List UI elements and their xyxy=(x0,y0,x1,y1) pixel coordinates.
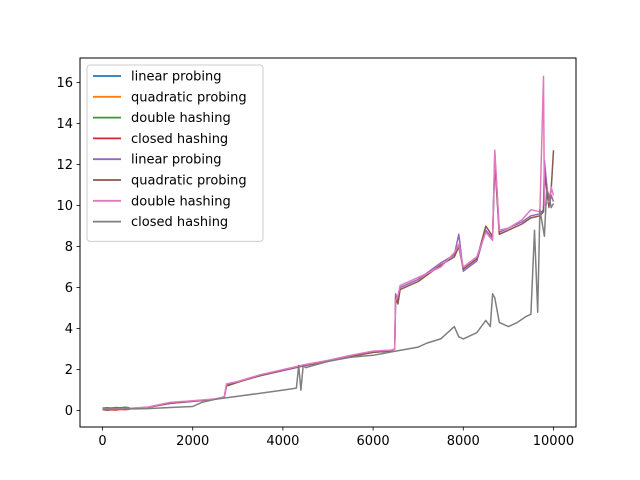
legend-label-4: closed hashing xyxy=(131,132,228,147)
y-axis: 0 2 4 6 8 10 12 14 16 xyxy=(56,76,80,419)
legend-label-8: closed hashing xyxy=(131,215,228,230)
y-tick-label: 16 xyxy=(56,76,73,91)
y-tick-label: 4 xyxy=(65,322,73,337)
y-tick-label: 10 xyxy=(56,199,73,214)
series-line-3 xyxy=(102,406,130,409)
x-axis: 0 2000 4000 6000 8000 10000 xyxy=(98,427,574,449)
y-tick-label: 8 xyxy=(65,240,73,255)
y-tick-label: 14 xyxy=(56,117,73,132)
series-line-7 xyxy=(102,75,555,410)
y-tick-label: 6 xyxy=(65,281,73,296)
x-tick-label: 2000 xyxy=(176,434,209,449)
x-tick-label: 10000 xyxy=(533,434,574,449)
y-tick-label: 12 xyxy=(56,158,73,173)
legend-label-3: double hashing xyxy=(131,111,231,126)
x-tick-label: 0 xyxy=(98,434,106,449)
legend-box xyxy=(86,64,264,242)
legend-label-1: linear probing xyxy=(131,70,222,85)
y-tick-label: 0 xyxy=(65,404,73,419)
legend-label-5: linear probing xyxy=(131,153,222,168)
series-layer xyxy=(102,75,555,411)
series-line-8 xyxy=(102,188,555,411)
legend: linear probing quadratic probing double ha… xyxy=(86,64,264,242)
legend-label-7: double hashing xyxy=(131,194,231,209)
y-tick-label: 2 xyxy=(65,363,73,378)
x-tick-label: 6000 xyxy=(357,434,390,449)
legend-label-2: quadratic probing xyxy=(131,90,247,105)
legend-label-6: quadratic probing xyxy=(131,174,247,189)
x-tick-label: 8000 xyxy=(447,434,480,449)
axes-frame xyxy=(79,57,577,428)
x-tick-label: 4000 xyxy=(266,434,299,449)
